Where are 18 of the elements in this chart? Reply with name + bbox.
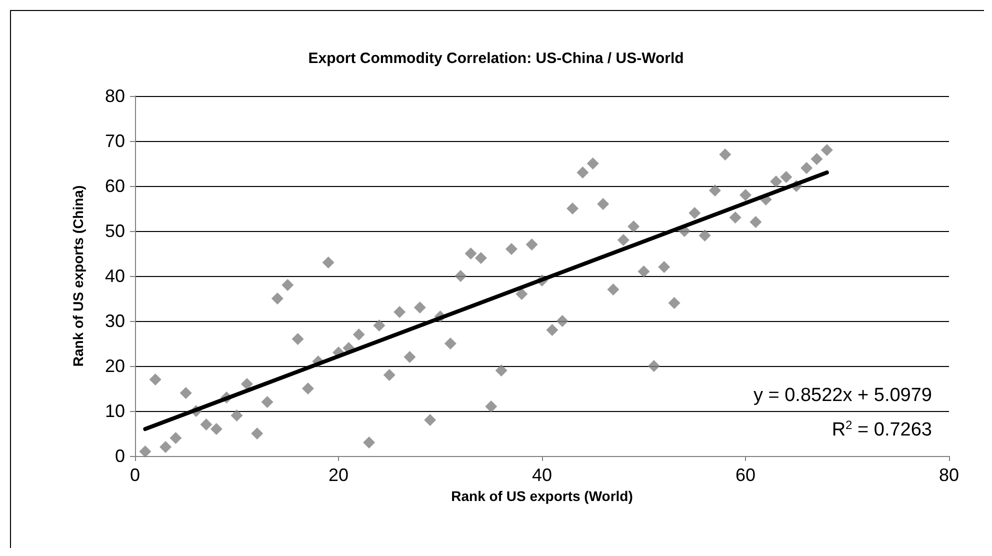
x-tick-label: 60	[735, 465, 756, 485]
y-tick-label: 40	[104, 266, 125, 286]
y-tick-label: 60	[104, 176, 125, 196]
y-tick-label: 0	[114, 446, 125, 466]
annotation: y = 0.8522x + 5.0979	[753, 385, 932, 406]
y-tick-label: 50	[104, 221, 125, 241]
chart-title: Export Commodity Correlation: US-China / US-World	[308, 50, 684, 67]
x-tick-label: 80	[938, 465, 960, 485]
x-tick-label: 20	[328, 465, 349, 485]
y-tick-label: 20	[104, 356, 125, 376]
x-tick-label: 0	[130, 465, 140, 485]
y-tick-label: 30	[104, 311, 125, 331]
x-tick-label: 40	[532, 465, 552, 485]
y-axis-title: Rank of US exports (China)	[70, 185, 86, 367]
y-tick-label: 10	[104, 401, 125, 421]
y-tick-label: 80	[104, 86, 125, 106]
x-axis-title: Rank of US exports (World)	[451, 488, 633, 504]
y-tick-label: 70	[104, 131, 125, 151]
